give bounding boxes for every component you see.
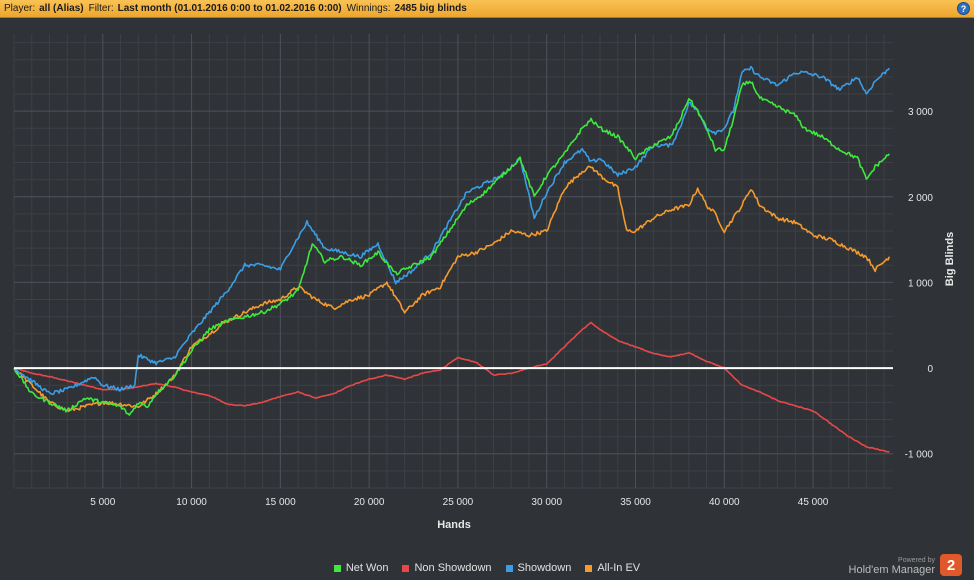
series-line-net-won (13, 80, 890, 416)
x-tick-label: 5 000 (90, 497, 115, 508)
legend-swatch (402, 564, 410, 572)
legend-allin-ev[interactable]: All-In EV (585, 562, 640, 574)
y-axis-ticks: -1 000 0 1 000 2 000 3 000 (905, 107, 934, 461)
winnings-value: 2485 big blinds (394, 3, 467, 14)
x-tick-label: 15 000 (265, 497, 296, 508)
powered-by-text: Powered by (898, 557, 935, 564)
legend-label: Net Won (345, 562, 389, 574)
x-tick-label: 25 000 (443, 497, 474, 508)
x-tick-label: 40 000 (709, 497, 740, 508)
series-layer (13, 65, 891, 453)
y-tick-label: 0 (927, 364, 933, 375)
x-axis-title: Hands (437, 519, 471, 531)
player-label: Player: (4, 3, 36, 14)
x-tick-label: 30 000 (531, 497, 562, 508)
winnings-graph: 5 000 10 000 15 000 20 000 25 000 30 000 35 00… (13, 34, 956, 531)
y-tick-label: 1 000 (908, 278, 933, 289)
legend-label: Showdown (517, 562, 572, 574)
y-tick-label: 2 000 (908, 193, 933, 204)
filter-label: Filter: (88, 3, 114, 14)
series-line-all-in-ev (13, 165, 891, 413)
y-axis-title: Big Blinds (944, 232, 956, 286)
legend-label: All-In EV (597, 562, 641, 574)
x-tick-label: 45 000 (798, 497, 829, 508)
legend-swatch (585, 564, 593, 572)
x-tick-label: 35 000 (620, 497, 651, 508)
x-tick-label: 10 000 (176, 497, 207, 508)
product-name: Hold'em Manager (848, 564, 935, 576)
legend-swatch (333, 564, 341, 572)
y-tick-label: 3 000 (908, 107, 933, 118)
x-tick-label: 20 000 (354, 497, 385, 508)
grid-minor (13, 34, 893, 489)
legend-non-showdown[interactable]: Non Showdown (402, 562, 492, 574)
legend-showdown[interactable]: Showdown (505, 562, 572, 574)
legend-net-won[interactable]: Net Won (333, 562, 389, 574)
chart-legend: Net Won Non Showdown Showdown All-In EV (0, 560, 974, 576)
x-axis-ticks: 5 000 10 000 15 000 20 000 25 000 30 000 35 00… (90, 497, 829, 508)
player-value[interactable]: all (Alias) (39, 3, 84, 14)
legend-label: Non Showdown (414, 562, 492, 574)
series-line-showdown (13, 65, 890, 396)
legend-swatch (505, 564, 513, 572)
filter-header-bar: Player: all (Alias) Filter: Last month (… (0, 0, 974, 18)
hem2-logo-icon: 2 (940, 554, 962, 576)
y-tick-label: -1 000 (905, 450, 934, 461)
winnings-label: Winnings: (346, 3, 391, 14)
help-icon[interactable]: ? (957, 2, 970, 15)
series-line-non-showdown (13, 321, 890, 453)
branding: Powered by Hold'em Manager 2 (849, 546, 962, 576)
filter-value[interactable]: Last month (01.01.2016 0:00 to 01.02.201… (117, 3, 342, 14)
